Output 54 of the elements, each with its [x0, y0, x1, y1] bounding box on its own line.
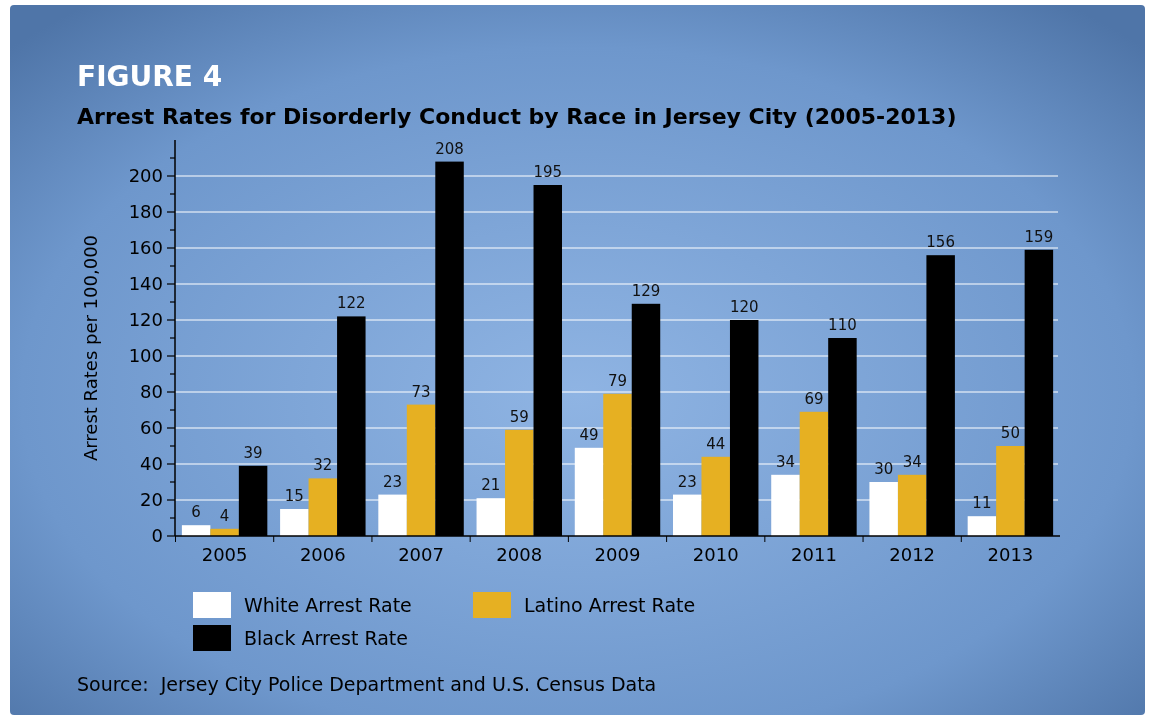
data-label: 122 [336, 294, 366, 313]
data-label: 69 [804, 389, 824, 408]
data-label: 49 [579, 425, 599, 444]
x-tick-label: 2010 [692, 544, 739, 565]
data-label: 79 [607, 371, 628, 390]
chart-title: FIGURE 4 [77, 60, 223, 93]
data-label: 44 [706, 434, 726, 453]
data-label: 23 [677, 472, 697, 491]
legend-label: Latino Arrest Rate [524, 593, 696, 616]
data-label: 195 [533, 163, 563, 181]
y-axis-title: Arrest Rates per 100,000 [80, 234, 101, 462]
data-label: 23 [383, 472, 403, 491]
data-label: 59 [509, 407, 529, 426]
data-label: 159 [1024, 227, 1054, 246]
data-label: 110 [828, 316, 857, 334]
chart-subtitle: Arrest Rates for Disorderly Conduct by Race in Jersey City (2005-2013) [77, 104, 957, 129]
y-tick-label: 200 [128, 165, 163, 187]
data-label: 208 [435, 139, 464, 158]
data-label: 4 [219, 506, 230, 525]
data-label: 73 [411, 382, 431, 401]
data-label: 30 [874, 460, 894, 478]
x-tick-label: 2008 [496, 544, 543, 565]
data-label: 120 [729, 298, 759, 316]
y-tick-label: 40 [140, 453, 163, 475]
data-label: 15 [284, 487, 304, 505]
source-note: Source: Jersey City Police Department and U.S. Census Data [77, 673, 657, 695]
legend-label: Black Arrest Rate [244, 626, 408, 649]
data-label: 32 [313, 456, 333, 475]
y-tick-label: 100 [128, 345, 163, 367]
x-tick-label: 2005 [201, 544, 248, 565]
data-label: 50 [1000, 424, 1020, 442]
data-label: 11 [972, 494, 992, 513]
data-label: 34 [775, 452, 796, 471]
y-tick-label: 140 [128, 273, 163, 295]
x-tick-label: 2013 [987, 544, 1034, 565]
data-label: 21 [481, 476, 501, 495]
x-tick-label: 2009 [594, 544, 641, 565]
data-label: 6 [191, 503, 201, 522]
x-tick-label: 2012 [889, 544, 936, 565]
data-label: 129 [631, 281, 661, 300]
y-tick-label: 0 [151, 525, 163, 547]
x-tick-label: 2006 [299, 544, 346, 565]
data-label: 39 [243, 443, 263, 462]
x-tick-label: 2007 [398, 544, 444, 565]
y-tick-label: 120 [128, 309, 163, 331]
y-tick-label: 80 [140, 381, 163, 403]
legend-label: White Arrest Rate [244, 593, 412, 616]
y-tick-label: 20 [140, 489, 163, 511]
x-tick-label: 2011 [791, 544, 837, 565]
data-label: 156 [926, 233, 955, 252]
y-tick-label: 180 [128, 201, 163, 223]
y-tick-label: 160 [128, 237, 163, 259]
y-tick-label: 60 [140, 417, 163, 439]
data-label: 34 [902, 452, 922, 471]
